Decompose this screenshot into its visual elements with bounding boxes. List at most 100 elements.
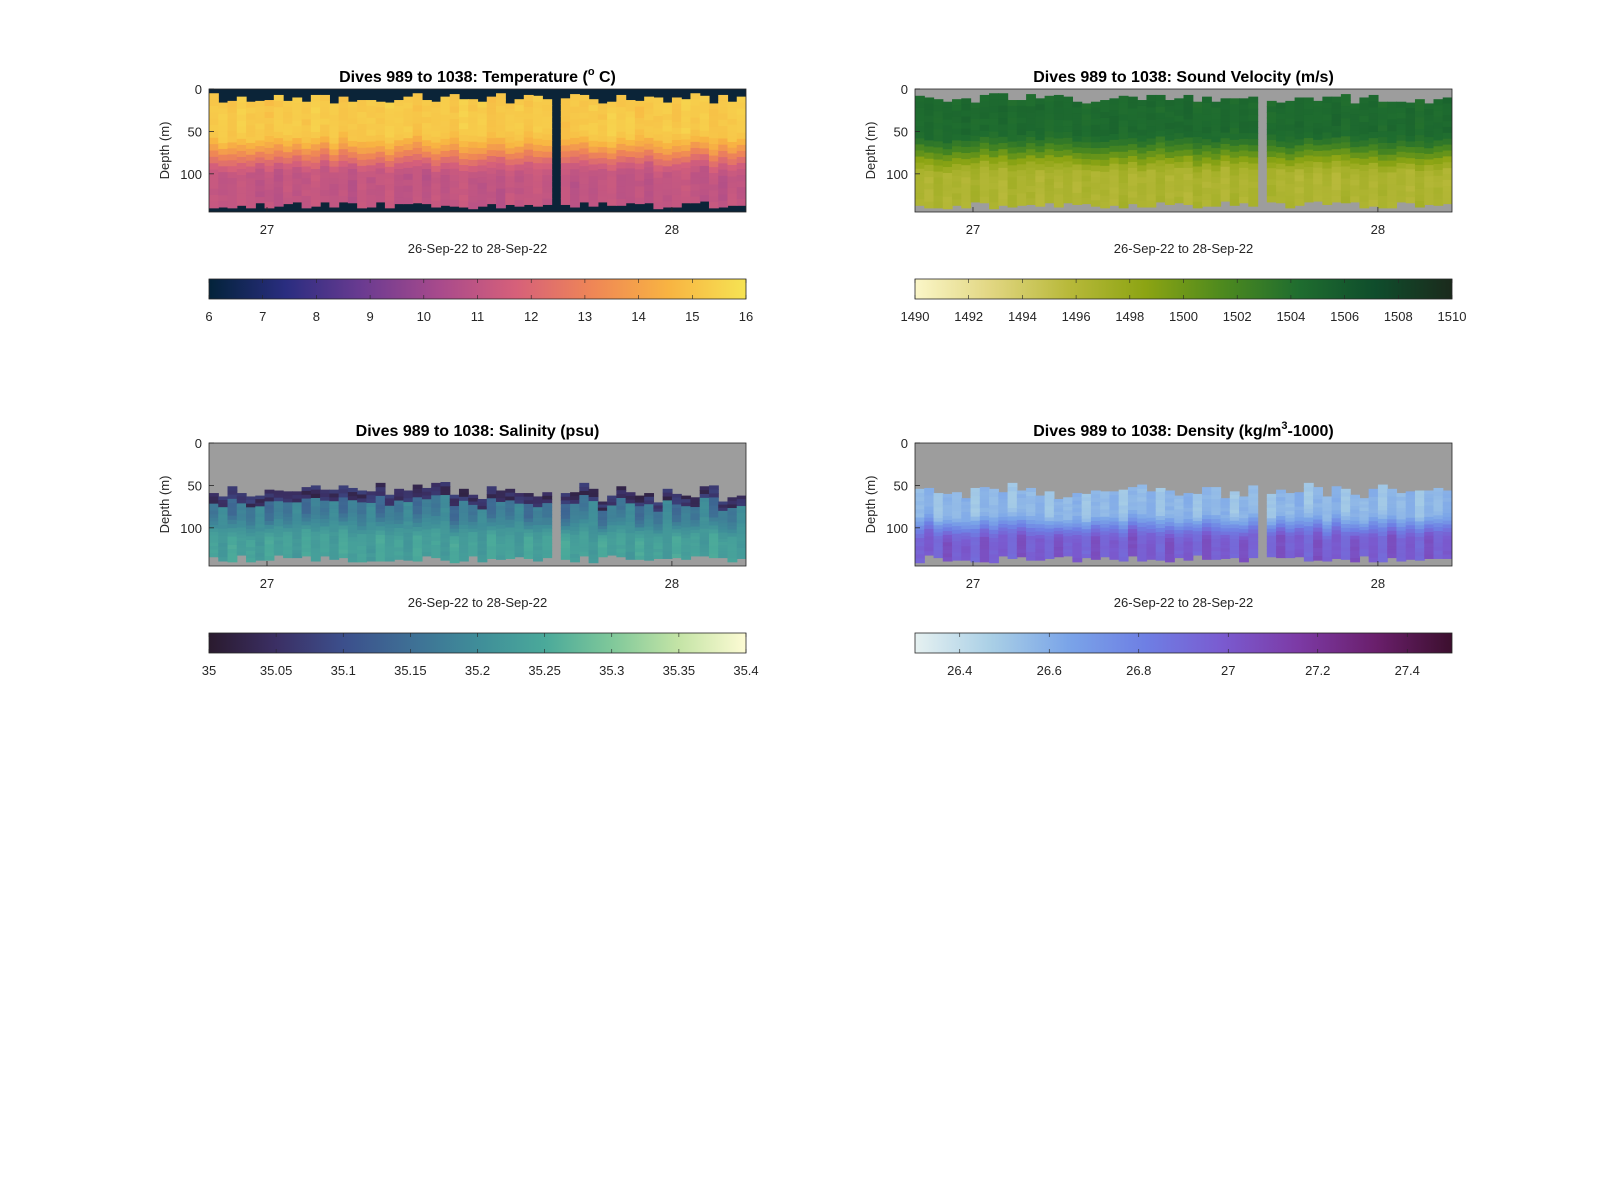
- heatmap-cell: [292, 502, 303, 507]
- heatmap-cell: [998, 548, 1009, 553]
- heatmap-cell: [1202, 139, 1212, 146]
- heatmap-cell: [496, 536, 506, 541]
- heatmap-cell: [1016, 164, 1027, 171]
- heatmap-cell: [979, 196, 990, 204]
- heatmap-cell: [1109, 498, 1120, 504]
- heatmap-cell: [496, 118, 506, 126]
- heatmap-cell: [1368, 505, 1379, 510]
- heatmap-cell: [533, 144, 543, 152]
- heatmap-cell: [375, 174, 386, 181]
- heatmap-cell: [1155, 507, 1166, 513]
- heatmap-cell: [412, 510, 423, 515]
- heatmap-cell: [523, 554, 534, 559]
- heatmap-cell: [1072, 175, 1083, 183]
- heatmap-cell: [970, 545, 981, 551]
- heatmap-cell: [625, 514, 636, 519]
- heatmap-cell: [1127, 544, 1138, 549]
- heatmap-cell: [209, 195, 219, 202]
- heatmap-cell: [607, 170, 617, 178]
- heatmap-cell: [496, 555, 506, 560]
- heatmap-cell: [1137, 123, 1148, 131]
- heatmap-cell: [1183, 94, 1194, 102]
- heatmap-cell: [1303, 526, 1314, 532]
- heatmap-cell: [708, 184, 719, 191]
- heatmap-cell: [264, 189, 275, 197]
- heatmap-cell: [690, 196, 701, 204]
- heatmap-cell: [1350, 554, 1361, 559]
- heatmap-cell: [671, 543, 682, 548]
- heatmap-cell: [1081, 497, 1092, 502]
- heatmap-cell: [1248, 505, 1259, 511]
- heatmap-cell: [653, 549, 664, 553]
- heatmap-cell: [1405, 551, 1416, 557]
- heatmap-cell: [514, 510, 525, 515]
- heatmap-cell: [1155, 520, 1166, 525]
- heatmap-cell: [736, 120, 746, 128]
- heatmap-cell: [560, 555, 571, 560]
- heatmap-cell: [1387, 201, 1398, 209]
- heatmap-cell: [1109, 540, 1120, 545]
- heatmap-cell: [255, 520, 266, 525]
- heatmap-cell: [1164, 157, 1175, 165]
- heatmap-cell: [1202, 543, 1212, 548]
- heatmap-cell: [301, 125, 312, 132]
- heatmap-cell: [579, 547, 590, 553]
- heatmap-cell: [597, 519, 608, 524]
- heatmap-cell: [1322, 168, 1333, 176]
- heatmap-cell: [1303, 103, 1314, 110]
- heatmap-cell: [1174, 530, 1185, 535]
- heatmap-cell: [1063, 507, 1073, 511]
- heatmap-cell: [394, 516, 405, 521]
- heatmap-cell: [273, 497, 284, 502]
- heatmap-cell: [412, 518, 423, 524]
- heatmap-cell: [1266, 156, 1277, 164]
- heatmap-cell: [634, 123, 645, 130]
- heatmap-cell: [1350, 152, 1361, 159]
- heatmap-cell: [1377, 119, 1388, 126]
- heatmap-cell: [1026, 94, 1036, 101]
- heatmap-cell: [727, 147, 738, 155]
- heatmap-cell: [1174, 127, 1185, 134]
- heatmap-cell: [653, 153, 664, 160]
- heatmap-cell: [292, 178, 303, 186]
- heatmap-cell: [1109, 506, 1120, 511]
- heatmap-cell: [1266, 173, 1277, 180]
- heatmap-cell: [496, 517, 506, 522]
- heatmap-cell: [1424, 120, 1435, 127]
- heatmap-cell: [496, 182, 506, 190]
- heatmap-cell: [421, 544, 432, 549]
- heatmap-cell: [218, 557, 229, 562]
- heatmap-cell: [1313, 162, 1323, 169]
- heatmap-cell: [1035, 128, 1046, 135]
- heatmap-cell: [283, 100, 293, 108]
- heatmap-cell: [736, 126, 746, 134]
- heatmap-cell: [542, 110, 553, 118]
- heatmap-cell: [1127, 521, 1138, 526]
- heatmap-cell: [718, 101, 729, 108]
- heatmap-cell: [979, 148, 990, 156]
- heatmap-cell: [533, 517, 543, 523]
- heatmap-cell: [1100, 153, 1111, 161]
- heatmap-cell: [961, 518, 972, 523]
- heatmap-cell: [690, 526, 701, 531]
- heatmap-cell: [209, 521, 219, 526]
- heatmap-cell: [1285, 536, 1296, 541]
- heatmap-cell: [1266, 518, 1277, 523]
- heatmap-cell: [653, 171, 664, 179]
- heatmap-cell: [255, 527, 266, 533]
- heatmap-cell: [989, 521, 999, 527]
- heatmap-cell: [477, 119, 488, 126]
- heatmap-cell: [933, 493, 944, 498]
- heatmap-cell: [588, 538, 599, 543]
- heatmap-cell: [989, 525, 999, 531]
- heatmap-cell: [1359, 523, 1370, 528]
- heatmap-cell: [579, 142, 590, 149]
- heatmap-cell: [625, 196, 636, 204]
- heatmap-cell: [662, 519, 673, 525]
- heatmap-cell: [1276, 542, 1286, 547]
- heatmap-cell: [560, 529, 571, 535]
- heatmap-cell: [227, 130, 238, 138]
- heatmap-cell: [375, 168, 386, 175]
- heatmap-cell: [347, 549, 358, 555]
- heatmap-cell: [209, 553, 219, 558]
